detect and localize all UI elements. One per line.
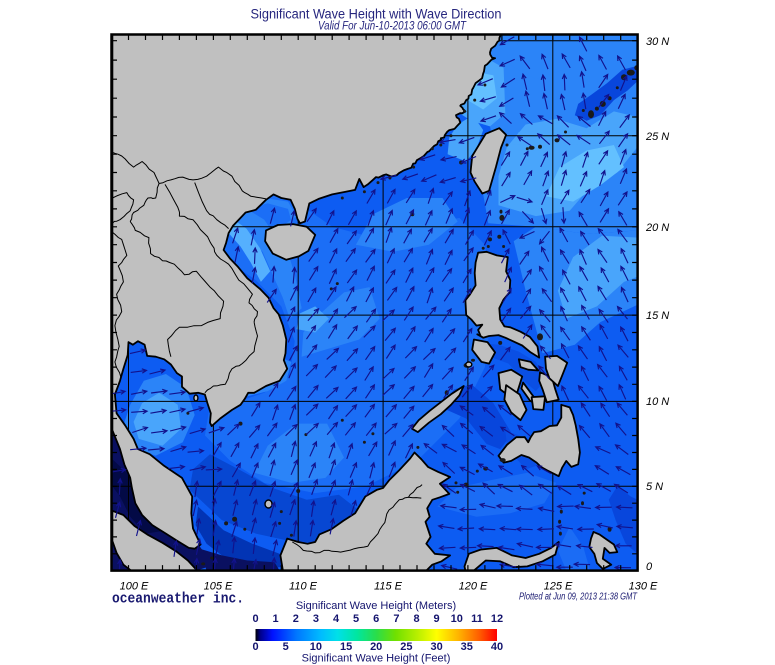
svg-text:115 E: 115 E: [374, 581, 403, 593]
svg-text:9: 9: [434, 613, 440, 625]
svg-text:8: 8: [413, 613, 419, 625]
svg-text:4: 4: [333, 613, 340, 625]
svg-text:25: 25: [400, 641, 412, 653]
svg-text:110 E: 110 E: [289, 581, 318, 593]
svg-text:105 E: 105 E: [204, 581, 233, 593]
svg-text:10 N: 10 N: [646, 396, 669, 408]
svg-text:oceanweather inc.: oceanweather inc.: [112, 592, 244, 608]
svg-text:100 E: 100 E: [120, 581, 149, 593]
svg-text:5: 5: [353, 613, 359, 625]
svg-text:3: 3: [313, 613, 319, 625]
svg-text:7: 7: [393, 613, 399, 625]
svg-text:30 N: 30 N: [646, 36, 669, 48]
svg-text:15 N: 15 N: [646, 310, 669, 322]
svg-text:120 E: 120 E: [459, 581, 488, 593]
svg-text:Plotted at Jun 09, 2013 21:38: Plotted at Jun 09, 2013 21:38 GMT: [519, 592, 638, 603]
svg-text:25 N: 25 N: [645, 131, 669, 143]
svg-text:5: 5: [283, 641, 289, 653]
svg-text:40: 40: [491, 641, 503, 653]
svg-text:0: 0: [646, 561, 653, 573]
svg-text:11: 11: [471, 613, 483, 625]
svg-text:5 N: 5 N: [646, 481, 663, 493]
svg-text:15: 15: [340, 641, 352, 653]
svg-text:Significant Wave Height (Feet): Significant Wave Height (Feet): [302, 653, 451, 665]
svg-text:20 N: 20 N: [645, 222, 669, 234]
svg-text:6: 6: [373, 613, 379, 625]
svg-text:Significant Wave Height with W: Significant Wave Height with Wave Direct…: [251, 7, 502, 22]
svg-text:Significant Wave Height (Meter: Significant Wave Height (Meters): [296, 600, 456, 612]
svg-text:125 E: 125 E: [544, 581, 573, 593]
svg-text:130 E: 130 E: [629, 581, 658, 593]
svg-text:2: 2: [293, 613, 299, 625]
svg-text:10: 10: [451, 613, 463, 625]
svg-text:0: 0: [252, 613, 258, 625]
svg-text:20: 20: [370, 641, 382, 653]
svg-text:12: 12: [491, 613, 503, 625]
svg-text:35: 35: [461, 641, 473, 653]
svg-text:0: 0: [252, 641, 258, 653]
svg-text:10: 10: [310, 641, 322, 653]
svg-text:Valid For Jun-10-2013 06:00 GM: Valid For Jun-10-2013 06:00 GMT: [318, 21, 467, 33]
svg-text:30: 30: [430, 641, 442, 653]
svg-text:1: 1: [273, 613, 279, 625]
